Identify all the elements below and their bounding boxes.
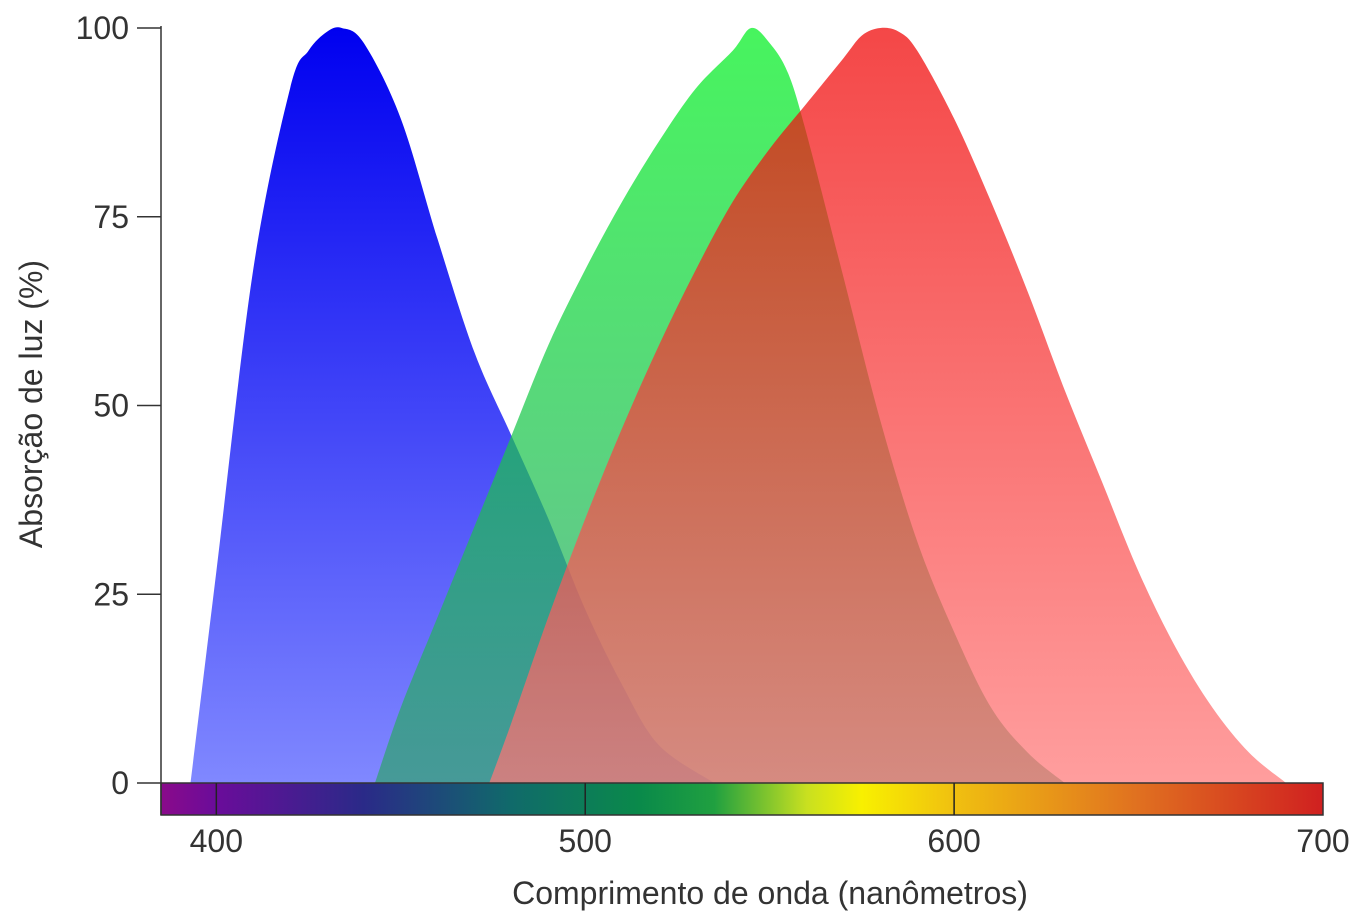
x-tick-label-500: 500 [559,823,612,859]
y-tick-label-50: 50 [93,388,129,424]
y-tick-label-75: 75 [93,199,129,235]
x-tick-label-400: 400 [190,823,243,859]
series-layer [190,27,1287,784]
x-tick-label-600: 600 [927,823,980,859]
y-tick-label-100: 100 [76,10,129,46]
spectrum-gradient-bar [160,782,1324,816]
x-tick-label-700: 700 [1296,823,1349,859]
axes: 0 25 50 75 100 400 500 600 700 [76,10,1350,859]
series-red-area [489,27,1287,783]
spectrum-bar [160,782,1324,816]
y-tick-label-25: 25 [93,576,129,612]
y-tick-label-0: 0 [111,765,129,801]
x-axis-title: Comprimento de onda (nanômetros) [512,875,1028,911]
series-blue-area [190,27,715,784]
y-axis-title: Absorção de luz (%) [13,260,49,548]
